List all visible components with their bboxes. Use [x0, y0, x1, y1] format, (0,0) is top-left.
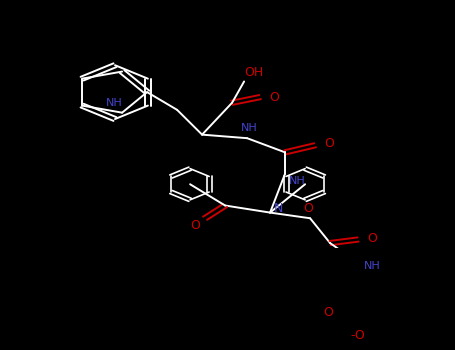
Text: O: O — [367, 232, 377, 245]
Text: NH: NH — [106, 98, 122, 108]
Text: O: O — [269, 91, 279, 104]
Text: O: O — [324, 137, 334, 150]
Text: NH: NH — [241, 123, 258, 133]
Text: NH: NH — [289, 176, 305, 186]
Text: NH: NH — [364, 261, 380, 271]
Text: O: O — [190, 219, 200, 232]
Text: OH: OH — [244, 66, 264, 79]
Text: O: O — [303, 202, 313, 215]
Text: O: O — [323, 306, 333, 319]
Text: N: N — [273, 202, 283, 215]
Text: -O: -O — [351, 329, 365, 342]
